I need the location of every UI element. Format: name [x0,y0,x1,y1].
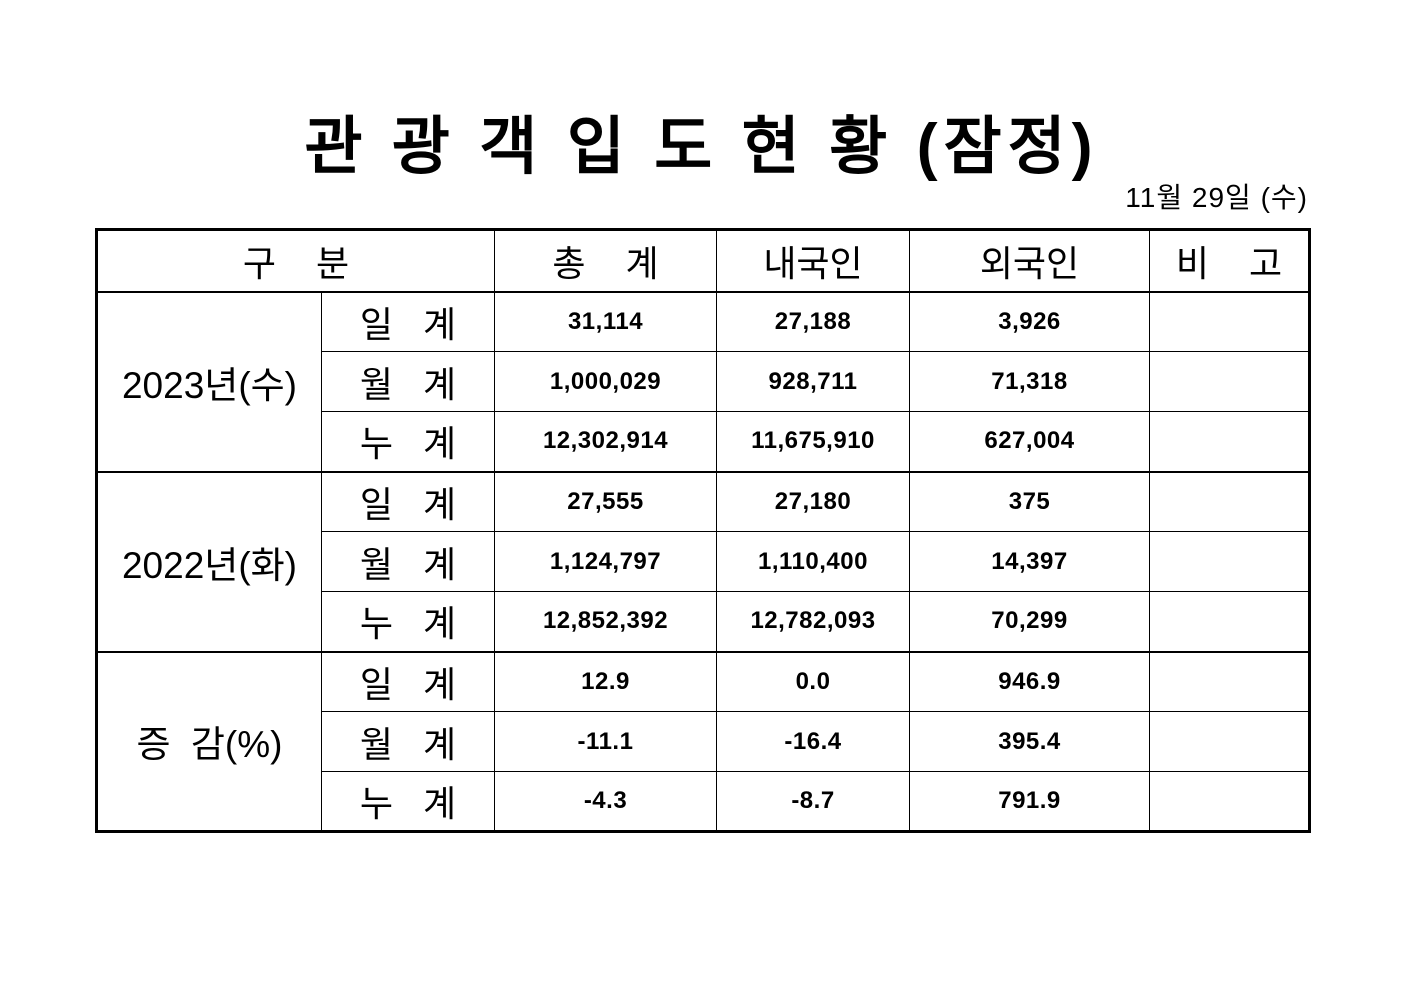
cell-note [1149,711,1310,772]
cell-total: 31,114 [494,290,717,352]
cell-domestic: -16.4 [716,711,910,772]
period-label: 일 계 [321,290,495,352]
report-date: 11월 29일 (수) [1125,182,1308,213]
period-label: 월 계 [321,531,495,592]
cell-domestic: 27,180 [716,470,910,532]
cell-total: 12,852,392 [494,591,717,652]
cell-total: -11.1 [494,711,717,772]
cell-foreign: 3,926 [909,290,1150,352]
cell-domestic: 0.0 [716,650,910,712]
cell-foreign: 946.9 [909,650,1150,712]
cell-total: 1,124,797 [494,531,717,592]
cell-total: 12.9 [494,650,717,712]
table-row: 누 계 12,852,392 12,782,093 70,299 [97,591,1310,652]
col-header-note: 비 고 [1149,229,1310,293]
cell-domestic: -8.7 [716,771,910,832]
cell-total: 1,000,029 [494,351,717,412]
table-row: 누 계 12,302,914 11,675,910 627,004 [97,411,1310,472]
row-group-label-change-rate: 증 감(%) [96,650,322,832]
col-header-domestic: 내국인 [716,229,910,293]
cell-domestic: 11,675,910 [716,411,910,472]
cell-domestic: 27,188 [716,290,910,352]
period-label: 월 계 [321,351,495,412]
cell-total: 27,555 [494,470,717,532]
row-group-label-2022: 2022년(화) [96,470,322,652]
cell-note [1149,351,1310,412]
cell-foreign: 627,004 [909,411,1150,472]
cell-domestic: 1,110,400 [716,531,910,592]
table-row: 증 감(%) 일 계 12.9 0.0 946.9 [96,650,1310,832]
period-label: 누 계 [321,591,495,652]
table-row: 월 계 -11.1 -16.4 395.4 [97,711,1310,772]
period-label: 누 계 [321,411,495,472]
cell-note [1149,411,1310,472]
table-row: 월 계 1,124,797 1,110,400 14,397 [97,531,1310,592]
col-header-foreign: 외국인 [909,229,1150,293]
cell-foreign: 14,397 [909,531,1150,592]
table-row: 2023년(수) 일 계 31,114 27,188 3,926 [96,290,1310,472]
cell-total: 12,302,914 [494,411,717,472]
col-header-total: 총 계 [494,229,717,293]
cell-note [1149,531,1310,592]
period-label: 월 계 [321,711,495,772]
document-title: 관 광 객 입 도 현 황 (잠정) [304,112,1099,182]
period-label: 일 계 [321,650,495,712]
cell-note [1149,650,1310,712]
cell-foreign: 791.9 [909,771,1150,832]
tourist-arrivals-table: 구 분 총 계 내국인 외국인 비 고 2023년(수) 일 계 31,114 … [95,228,1311,833]
cell-total: -4.3 [494,771,717,832]
table-row: 누 계 -4.3 -8.7 791.9 [97,771,1310,832]
period-label: 누 계 [321,771,495,832]
period-label: 일 계 [321,470,495,532]
cell-note [1149,470,1310,532]
cell-note [1149,591,1310,652]
cell-domestic: 12,782,093 [716,591,910,652]
cell-note [1149,290,1310,352]
cell-foreign: 395.4 [909,711,1150,772]
cell-domestic: 928,711 [716,351,910,412]
cell-note [1149,771,1310,832]
row-group-label-2023: 2023년(수) [96,290,322,472]
table-row: 2022년(화) 일 계 27,555 27,180 375 [96,470,1310,652]
cell-foreign: 375 [909,470,1150,532]
cell-foreign: 71,318 [909,351,1150,412]
cell-foreign: 70,299 [909,591,1150,652]
col-header-category: 구 분 [96,229,495,293]
header-row: 구 분 총 계 내국인 외국인 비 고 [96,229,1310,293]
